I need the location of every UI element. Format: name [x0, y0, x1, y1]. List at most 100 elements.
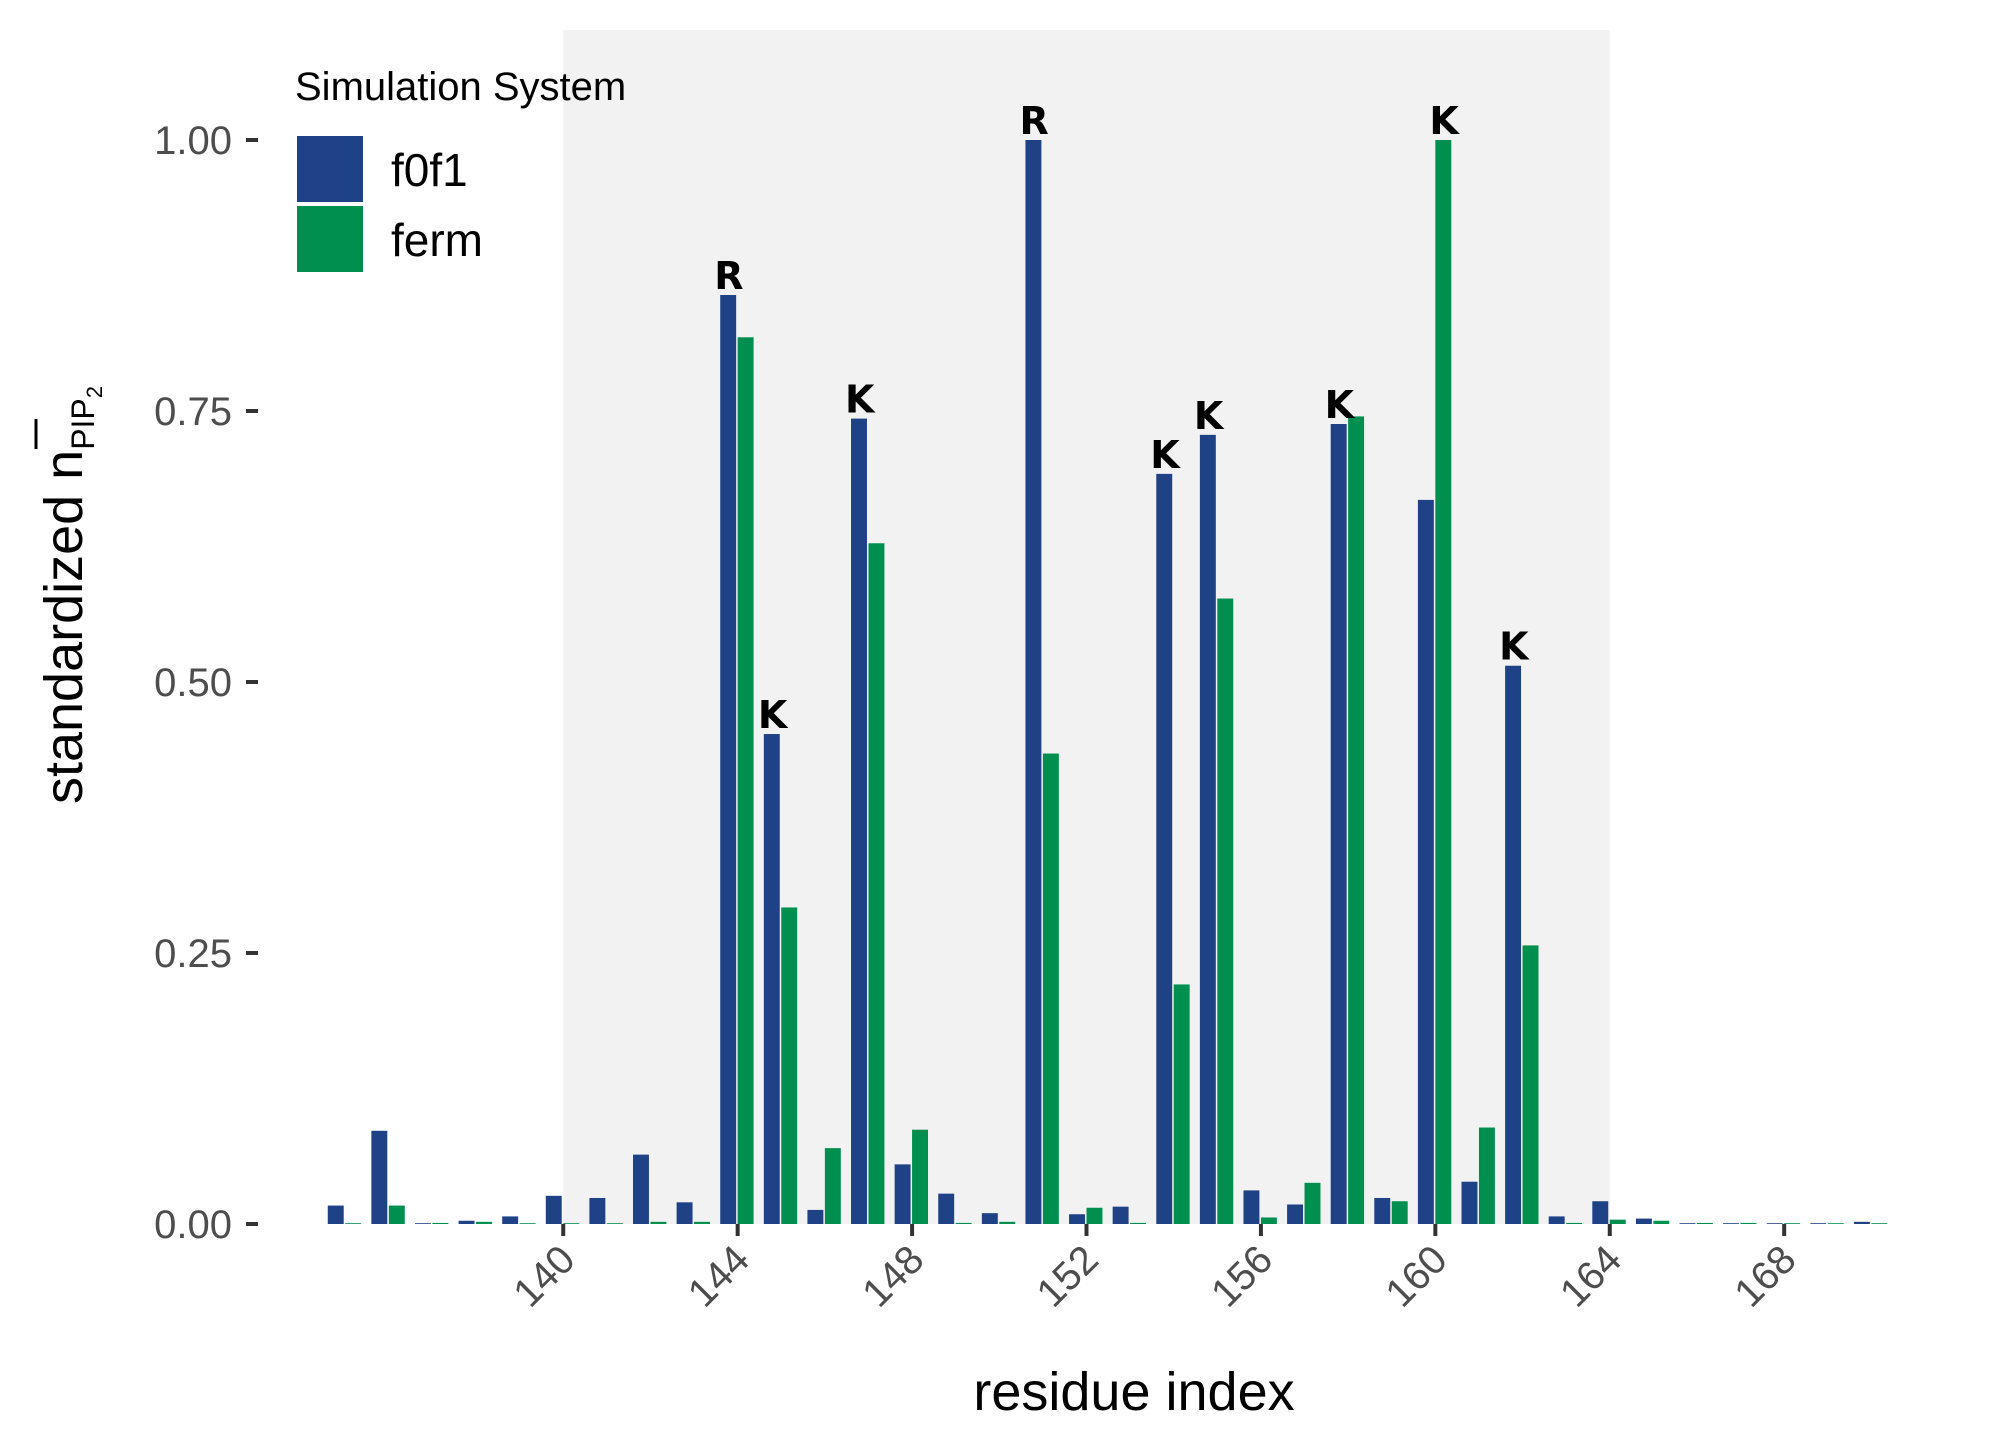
bar-ferm-170	[1871, 1223, 1888, 1224]
bar-f0f1-161	[1461, 1181, 1478, 1224]
bar-f0f1-164	[1592, 1201, 1609, 1224]
bar-label-151: R	[1020, 99, 1049, 143]
bar-ferm-157	[1304, 1182, 1321, 1224]
bar-ferm-152	[1086, 1207, 1103, 1224]
legend-title: Simulation System	[295, 65, 626, 109]
bar-ferm-150	[999, 1221, 1016, 1224]
y-tick-label: 0.25	[154, 932, 232, 976]
bar-ferm-162	[1522, 945, 1539, 1224]
bar-ferm-151	[1042, 753, 1059, 1224]
bar-f0f1-169	[1810, 1223, 1827, 1224]
bar-label-144: R	[714, 254, 743, 298]
bar-f0f1-146	[807, 1209, 824, 1224]
bar-f0f1-157	[1287, 1204, 1304, 1224]
bar-ferm-144	[737, 337, 754, 1224]
legend: Simulation System f0f1 ferm	[295, 65, 626, 272]
bar-ferm-142	[650, 1221, 667, 1224]
bar-f0f1-153	[1112, 1206, 1129, 1224]
bar-ferm-166	[1696, 1222, 1713, 1224]
bar-f0f1-145	[763, 734, 780, 1224]
bar-f0f1-148	[894, 1164, 911, 1224]
bar-f0f1-166	[1679, 1223, 1696, 1224]
x-axis-title: residue index	[973, 1362, 1294, 1422]
bar-ferm-155	[1217, 598, 1234, 1224]
legend-swatch-f0f1	[297, 136, 363, 202]
bar-ferm-156	[1260, 1217, 1277, 1224]
bar-f0f1-159	[1374, 1197, 1391, 1224]
bar-ferm-135	[345, 1223, 362, 1224]
highlight-region	[563, 30, 1610, 1224]
y-axis-title-subsub: 2	[82, 386, 107, 398]
bar-f0f1-144	[720, 295, 737, 1224]
y-axis-title-main: standardized n	[34, 450, 94, 804]
bar-ferm-138	[476, 1221, 492, 1224]
bar-f0f1-165	[1635, 1218, 1652, 1224]
bars-layer	[327, 140, 1888, 1225]
bar-f0f1-147	[851, 418, 867, 1225]
y-axis-title-sub: PIP	[65, 398, 101, 450]
bar-f0f1-137	[414, 1223, 431, 1224]
bar-ferm-160	[1435, 140, 1452, 1224]
bar-ferm-167	[1740, 1222, 1757, 1224]
bar-f0f1-170	[1853, 1221, 1870, 1224]
svg-text:standardized nPIP2: standardized nPIP2	[34, 386, 107, 804]
bar-ferm-159	[1391, 1201, 1408, 1224]
bar-f0f1-149	[938, 1193, 955, 1224]
y-tick-label: 0.00	[154, 1203, 232, 1247]
bar-f0f1-135	[327, 1205, 344, 1224]
legend-label-ferm: ferm	[391, 214, 483, 266]
bar-label-155: K	[1194, 394, 1225, 438]
bar-ferm-145	[781, 907, 798, 1224]
bar-ferm-168	[1784, 1223, 1801, 1224]
bar-f0f1-155	[1199, 434, 1216, 1225]
bar-f0f1-140	[545, 1195, 562, 1224]
bar-ferm-154	[1173, 984, 1190, 1224]
bar-ferm-136	[388, 1205, 405, 1224]
bar-f0f1-139	[502, 1216, 519, 1224]
bar-ferm-140	[563, 1223, 580, 1224]
highlight-layer	[563, 30, 1610, 1224]
bar-label-145: K	[758, 693, 789, 737]
bar-ferm-161	[1478, 1127, 1495, 1224]
bar-ferm-147	[868, 543, 885, 1224]
y-axis-title: standardized nPIP2	[34, 386, 107, 804]
bar-f0f1-167	[1723, 1223, 1740, 1224]
bar-ferm-148	[912, 1129, 929, 1224]
bar-label-147: K	[845, 378, 876, 422]
y-tick-label: 1.00	[154, 119, 232, 163]
bar-ferm-143	[694, 1221, 710, 1224]
bar-ferm-158	[1348, 416, 1365, 1224]
bar-f0f1-152	[1069, 1214, 1085, 1224]
bar-ferm-137	[432, 1222, 449, 1224]
bar-f0f1-142	[633, 1154, 649, 1224]
bar-ferm-169	[1827, 1223, 1844, 1224]
y-tick-label: 0.75	[154, 390, 232, 434]
bar-f0f1-154	[1156, 473, 1173, 1224]
bar-f0f1-151	[1025, 140, 1042, 1224]
bar-ferm-141	[606, 1223, 623, 1224]
bar-label-162: K	[1499, 625, 1530, 669]
bar-f0f1-143	[676, 1202, 693, 1224]
bar-f0f1-156	[1243, 1190, 1260, 1224]
legend-swatch-ferm	[297, 206, 363, 272]
bar-f0f1-160	[1417, 499, 1434, 1224]
bar-ferm-149	[955, 1222, 972, 1224]
bar-ferm-163	[1566, 1222, 1583, 1224]
bar-f0f1-162	[1505, 665, 1522, 1224]
bar-ferm-146	[824, 1148, 841, 1224]
legend-label-f0f1: f0f1	[391, 144, 468, 196]
bar-ferm-139	[519, 1223, 536, 1224]
bar-f0f1-138	[458, 1220, 475, 1224]
bar-f0f1-150	[981, 1213, 998, 1224]
bar-ferm-164	[1609, 1219, 1626, 1224]
y-tick-label: 0.50	[154, 661, 232, 705]
bar-ferm-153	[1130, 1222, 1147, 1224]
bar-f0f1-163	[1548, 1216, 1565, 1224]
bar-ferm-165	[1653, 1220, 1670, 1224]
bar-label-160: K	[1429, 99, 1460, 143]
y-axis: 0.00 0.25 0.50 0.75 1.00	[154, 119, 258, 1247]
bar-f0f1-141	[589, 1197, 606, 1224]
bar-label-158: K	[1325, 383, 1356, 427]
